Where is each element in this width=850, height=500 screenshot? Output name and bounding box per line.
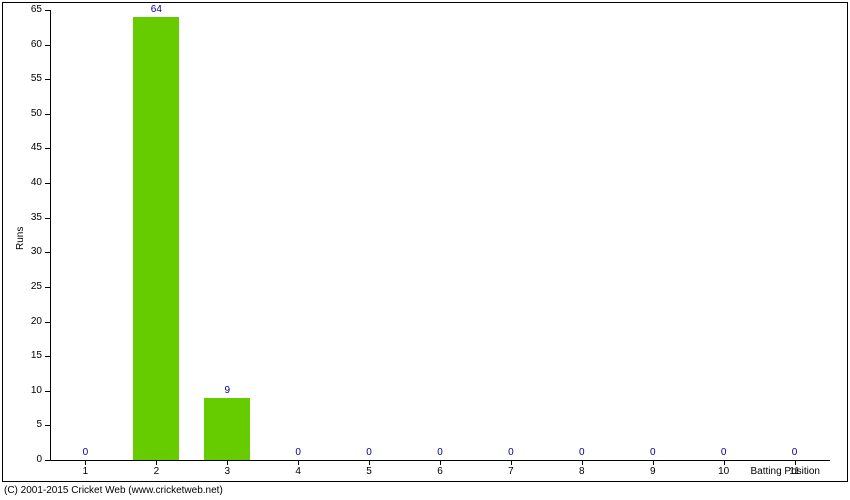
- bar-value-label: 0: [334, 447, 405, 458]
- y-tick-label: 45: [0, 142, 42, 153]
- bar-value-label: 0: [475, 447, 546, 458]
- chart-container: Runs Batting Position (C) 2001-2015 Cric…: [0, 0, 850, 500]
- plot-area: [50, 10, 830, 460]
- bar-value-label: 0: [405, 447, 476, 458]
- x-tick-label: 3: [192, 466, 263, 477]
- y-tick-label: 50: [0, 108, 42, 119]
- y-tick-label: 60: [0, 39, 42, 50]
- y-tick-label: 0: [0, 454, 42, 465]
- x-tick-label: 6: [405, 466, 476, 477]
- x-tick-label: 10: [688, 466, 759, 477]
- y-tick-label: 25: [0, 281, 42, 292]
- y-tick-label: 35: [0, 212, 42, 223]
- y-axis-line: [50, 10, 51, 460]
- footer-copyright: (C) 2001-2015 Cricket Web (www.cricketwe…: [4, 485, 223, 496]
- x-tick-label: 5: [334, 466, 405, 477]
- bar-value-label: 0: [546, 447, 617, 458]
- bar-value-label: 64: [121, 4, 192, 15]
- bar: [133, 17, 179, 460]
- y-tick-label: 55: [0, 73, 42, 84]
- x-tick-label: 11: [759, 466, 830, 477]
- bar-value-label: 0: [688, 447, 759, 458]
- x-axis-line: [50, 460, 830, 461]
- y-tick-label: 10: [0, 385, 42, 396]
- y-tick-label: 15: [0, 350, 42, 361]
- bar-value-label: 0: [617, 447, 688, 458]
- x-tick-label: 8: [546, 466, 617, 477]
- bar-value-label: 9: [192, 385, 263, 396]
- x-tick-label: 1: [50, 466, 121, 477]
- y-tick-label: 30: [0, 246, 42, 257]
- x-tick-label: 4: [263, 466, 334, 477]
- x-tick-label: 7: [475, 466, 546, 477]
- x-tick-label: 9: [617, 466, 688, 477]
- y-tick-label: 40: [0, 177, 42, 188]
- bar-value-label: 0: [263, 447, 334, 458]
- bar-value-label: 0: [50, 447, 121, 458]
- bar: [204, 398, 250, 460]
- x-tick-label: 2: [121, 466, 192, 477]
- bar-value-label: 0: [759, 447, 830, 458]
- y-tick-label: 20: [0, 316, 42, 327]
- y-tick-label: 65: [0, 4, 42, 15]
- y-tick-label: 5: [0, 419, 42, 430]
